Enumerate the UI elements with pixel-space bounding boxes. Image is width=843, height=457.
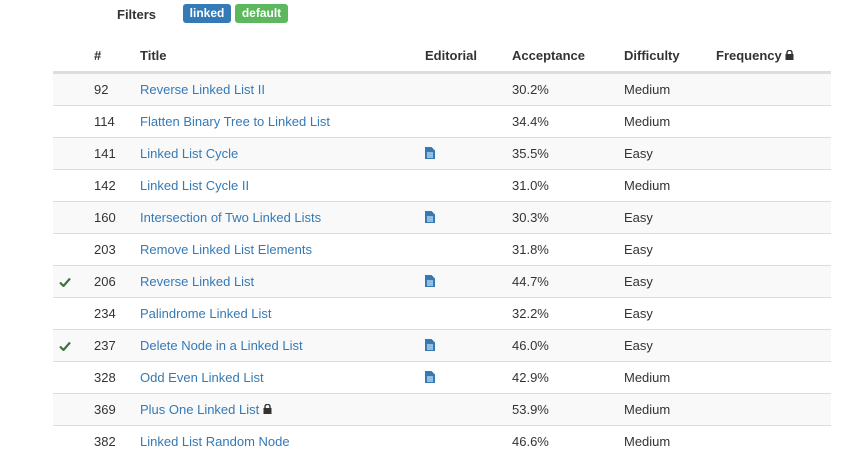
difficulty: Easy bbox=[624, 146, 653, 161]
header-border bbox=[53, 71, 831, 73]
difficulty: Medium bbox=[624, 402, 671, 417]
problem-title[interactable]: Reverse Linked List II bbox=[140, 82, 266, 97]
difficulty: Easy bbox=[624, 274, 653, 289]
problem-title[interactable]: Linked List Random Node bbox=[140, 434, 290, 449]
column-header[interactable]: Frequency bbox=[716, 48, 794, 63]
problem-id: 141 bbox=[94, 146, 116, 161]
editorial-icon[interactable] bbox=[425, 275, 435, 287]
table-row: 141 Linked List Cycle 35.5% Easy bbox=[53, 137, 831, 170]
solved-cell bbox=[59, 331, 71, 362]
problem-title[interactable]: Remove Linked List Elements bbox=[140, 242, 312, 257]
difficulty: Medium bbox=[624, 114, 671, 129]
difficulty: Easy bbox=[624, 338, 653, 353]
solved-check bbox=[59, 341, 71, 352]
editorial-cell bbox=[425, 363, 435, 394]
problem-id: 237 bbox=[94, 338, 116, 353]
difficulty: Medium bbox=[624, 370, 671, 385]
acceptance: 31.8% bbox=[512, 242, 549, 257]
difficulty: Medium bbox=[624, 82, 671, 97]
solved-check bbox=[59, 277, 71, 288]
table-row: 160 Intersection of Two Linked Lists 30.3%… bbox=[53, 201, 831, 234]
column-header[interactable]: Acceptance bbox=[512, 48, 585, 63]
problem-title[interactable]: Linked List Cycle II bbox=[140, 178, 250, 193]
problem-id: 382 bbox=[94, 434, 116, 449]
editorial-cell bbox=[425, 267, 435, 298]
table-row: 234 Palindrome Linked List 32.2% Easy bbox=[53, 297, 831, 330]
problem-title[interactable]: Odd Even Linked List bbox=[140, 370, 264, 385]
table-row: 237 Delete Node in a Linked List 46.0% Easy bbox=[53, 329, 831, 362]
column-header[interactable]: Title bbox=[140, 48, 167, 63]
acceptance: 42.9% bbox=[512, 370, 549, 385]
solved-cell bbox=[59, 267, 71, 298]
filter-tag[interactable]: default bbox=[235, 4, 288, 23]
problem-id: 328 bbox=[94, 370, 116, 385]
problem-title[interactable]: Delete Node in a Linked List bbox=[140, 338, 303, 353]
acceptance: 30.3% bbox=[512, 210, 549, 225]
problem-title[interactable]: Reverse Linked List bbox=[140, 274, 255, 289]
acceptance: 32.2% bbox=[512, 306, 549, 321]
table-row: 203 Remove Linked List Elements 31.8% Easy bbox=[53, 233, 831, 266]
acceptance: 35.5% bbox=[512, 146, 549, 161]
difficulty: Easy bbox=[624, 210, 653, 225]
problem-title[interactable]: Intersection of Two Linked Lists bbox=[140, 210, 322, 225]
difficulty: Easy bbox=[624, 306, 653, 321]
problem-title[interactable]: Palindrome Linked List bbox=[140, 306, 272, 321]
editorial-cell bbox=[425, 203, 435, 234]
acceptance: 34.4% bbox=[512, 114, 549, 129]
problem-id: 203 bbox=[94, 242, 116, 257]
problem-title[interactable]: Flatten Binary Tree to Linked List bbox=[140, 114, 331, 129]
problem-id: 206 bbox=[94, 274, 116, 289]
table-row: 382 Linked List Random Node 46.6% Medium bbox=[53, 425, 831, 457]
editorial-icon[interactable] bbox=[425, 147, 435, 159]
column-header: # bbox=[94, 48, 102, 63]
problem-id: 142 bbox=[94, 178, 116, 193]
acceptance: 44.7% bbox=[512, 274, 549, 289]
problem-title[interactable]: Plus One Linked List bbox=[140, 394, 272, 425]
editorial-icon[interactable] bbox=[425, 339, 435, 351]
editorial-cell bbox=[425, 331, 435, 362]
acceptance: 30.2% bbox=[512, 82, 549, 97]
table-row: 206 Reverse Linked List 44.7% Easy bbox=[53, 265, 831, 298]
acceptance: 46.6% bbox=[512, 434, 549, 449]
lock-icon bbox=[263, 403, 272, 414]
table-row: 369 Plus One Linked List 53.9% Medium bbox=[53, 393, 831, 426]
problem-id: 92 bbox=[94, 82, 109, 97]
problem-id: 369 bbox=[94, 402, 116, 417]
difficulty: Medium bbox=[624, 434, 671, 449]
table-row: 114 Flatten Binary Tree to Linked List 34.… bbox=[53, 105, 831, 138]
acceptance: 46.0% bbox=[512, 338, 549, 353]
editorial-icon[interactable] bbox=[425, 371, 435, 383]
acceptance: 31.0% bbox=[512, 178, 549, 193]
problem-id: 160 bbox=[94, 210, 116, 225]
editorial-cell bbox=[425, 139, 435, 170]
acceptance: 53.9% bbox=[512, 402, 549, 417]
column-header[interactable]: Difficulty bbox=[624, 48, 680, 63]
column-header[interactable]: Editorial bbox=[425, 48, 478, 63]
table-row: 328 Odd Even Linked List 42.9% Medium bbox=[53, 361, 831, 394]
difficulty: Medium bbox=[624, 178, 671, 193]
table-row: 92 Reverse Linked List II 30.2% Medium bbox=[53, 73, 831, 106]
lock-icon bbox=[785, 49, 794, 60]
table-row: 142 Linked List Cycle II 31.0% Medium bbox=[53, 169, 831, 202]
filter-tag[interactable]: linked bbox=[183, 4, 231, 23]
difficulty: Easy bbox=[624, 242, 653, 257]
problem-id: 234 bbox=[94, 306, 116, 321]
filters-label: Filters bbox=[117, 7, 157, 22]
problem-id: 114 bbox=[94, 114, 115, 129]
editorial-icon[interactable] bbox=[425, 211, 435, 223]
problem-title[interactable]: Linked List Cycle bbox=[140, 146, 239, 161]
